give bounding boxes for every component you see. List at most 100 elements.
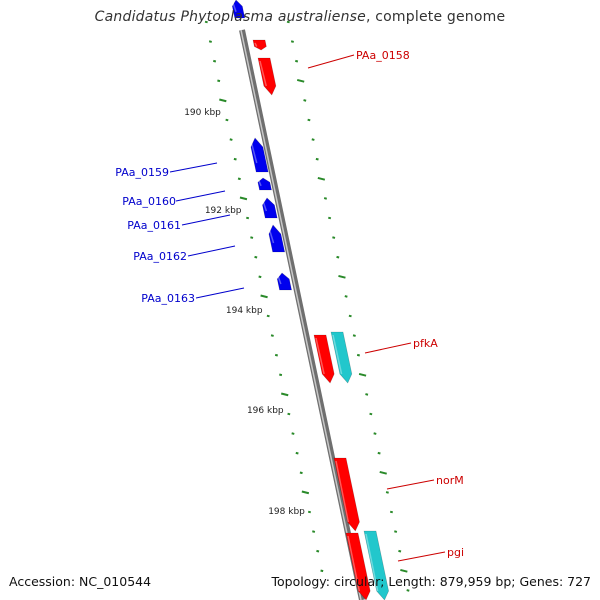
leader-line-PAa_0159: [169, 162, 218, 173]
tick-mark: [237, 177, 241, 181]
genome-summary-text: Topology: circular; Length: 879,959 bp; …: [271, 574, 592, 589]
tick-mark: [406, 589, 410, 592]
tick-mark: [295, 451, 299, 455]
gene-arrow-body: [250, 137, 269, 173]
gene-pfkA: [313, 334, 335, 384]
tick-mark: [336, 255, 340, 259]
gene-norM: [333, 457, 360, 532]
tick-mark: [279, 373, 283, 377]
scale-label: 194 kbp: [226, 306, 263, 316]
gene-PAa_0159: [250, 137, 269, 173]
tick-mark: [296, 78, 305, 83]
tick-mark: [307, 118, 311, 122]
tick-mark: [356, 353, 361, 357]
tick-mark: [258, 275, 262, 279]
leader-line-PAa_0162: [187, 245, 236, 257]
feature-pgi-rna: [363, 530, 389, 600]
tick-mark: [217, 79, 221, 83]
map-title: Candidatus Phytoplasma australiense, com…: [0, 9, 600, 25]
gene-arrow-highlight: [258, 180, 262, 187]
gene-small-forward: [252, 39, 267, 51]
tick-mark: [303, 99, 307, 102]
leader-line-PAa_0160: [175, 190, 226, 202]
tick-mark: [323, 197, 327, 200]
scale-label: 192 kbp: [205, 206, 242, 216]
tick-mark: [280, 392, 289, 397]
gene-arrow-body: [252, 39, 267, 51]
tick-mark: [338, 274, 346, 279]
gene-label-norM: norM: [436, 474, 464, 487]
tick-mark: [365, 393, 369, 396]
gene-partial-top: [232, 0, 246, 19]
feature-pfkA-rna: [330, 331, 353, 384]
tick-mark: [400, 568, 408, 573]
gene-arrow-highlight: [335, 460, 350, 523]
tick-mark: [229, 138, 233, 141]
gene-PAa_0160: [257, 177, 272, 191]
tick-mark: [246, 216, 250, 220]
gene-arrow-body: [262, 197, 278, 219]
tick-mark: [332, 236, 336, 239]
gene-arrow-highlight: [347, 535, 361, 592]
tick-mark: [398, 549, 402, 553]
tick-mark: [316, 549, 320, 553]
gene-arrow-body: [345, 532, 371, 600]
tick-mark: [344, 295, 348, 298]
gene-arrow-highlight: [365, 533, 379, 592]
leader-line-norM: [386, 479, 435, 490]
tick-mark: [311, 138, 315, 141]
tick-mark: [348, 314, 352, 318]
label-leader-lines: [169, 54, 446, 562]
gene-pgi: [345, 532, 371, 600]
tick-mark: [315, 157, 319, 161]
gene-PAa_0162: [268, 224, 286, 253]
tick-marks: [204, 20, 410, 592]
tick-mark: [389, 510, 394, 514]
gene-label-pfkA: pfkA: [413, 337, 438, 350]
tick-mark: [233, 157, 237, 161]
gene-label-PAa_0159: PAa_0159: [115, 166, 169, 179]
gene-arrow-highlight: [262, 200, 268, 212]
tick-mark: [208, 40, 212, 43]
tick-mark: [317, 176, 326, 181]
gene-arrow-highlight: [332, 334, 343, 375]
tick-mark: [373, 432, 377, 435]
leader-line-pfkA: [364, 342, 412, 354]
tick-mark: [312, 530, 316, 533]
tick-mark: [295, 59, 299, 63]
scale-label: 196 kbp: [247, 406, 284, 416]
tick-mark: [385, 491, 389, 494]
tick-mark: [213, 59, 217, 63]
gene-label-pgi: pgi: [447, 546, 464, 559]
tick-mark: [320, 569, 324, 573]
gene-arrow-highlight: [259, 60, 267, 87]
leader-line-pgi: [397, 551, 446, 562]
gene-features: [232, 0, 389, 600]
tick-mark: [291, 432, 295, 435]
gene-arrow-highlight: [250, 140, 258, 164]
gene-PAa_0161: [262, 197, 278, 219]
title-suffix: , complete genome: [365, 9, 506, 25]
scale-labels: 190 kbp 192 kbp 194 kbp 196 kbp 198 kbp: [184, 108, 305, 517]
leader-line-PAa_0163: [195, 287, 245, 299]
gene-arrow-highlight: [277, 275, 282, 285]
tick-mark: [239, 196, 248, 201]
tick-mark: [225, 118, 229, 122]
gene-label-PAa_0163: PAa_0163: [141, 292, 195, 305]
tick-mark: [301, 490, 310, 495]
gene-label-PAa_0162: PAa_0162: [133, 250, 187, 263]
tick-mark: [204, 20, 208, 24]
gene-arrow-body: [313, 334, 335, 384]
tick-mark: [260, 294, 268, 299]
gene-arrow-body: [276, 272, 292, 291]
gene-label-PAa_0160: PAa_0160: [122, 195, 176, 208]
gene-arrow-body: [330, 331, 353, 384]
tick-mark: [377, 451, 381, 455]
tick-mark: [219, 98, 227, 103]
gene-arrow-body: [363, 530, 389, 600]
scale-label: 198 kbp: [268, 507, 305, 517]
leader-line-PAa_0161: [181, 214, 231, 226]
tick-mark: [379, 470, 387, 475]
gene-arrow-highlight: [232, 2, 237, 12]
accession-text: Accession: NC_010544: [9, 574, 152, 589]
